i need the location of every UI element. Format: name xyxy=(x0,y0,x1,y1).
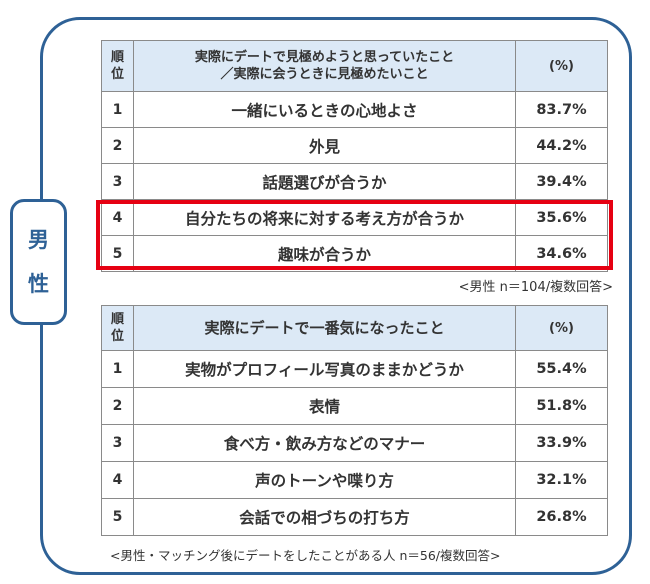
rank-cell: 5 xyxy=(101,235,134,272)
item-header: 実際にデートで見極めようと思っていたこと ／実際に会うときに見極めたいこと xyxy=(133,40,516,92)
gender-label-char-1: 男 xyxy=(28,228,49,252)
table-row: 5 会話での相づちの打ち方 26.8% xyxy=(101,498,608,536)
rank-header: 順 位 xyxy=(101,305,134,351)
table-row: 4 声のトーンや喋り方 32.1% xyxy=(101,461,608,499)
item-cell: 実物がプロフィール写真のままかどうか xyxy=(133,350,516,388)
table-row: 3 食べ方・飲み方などのマナー 33.9% xyxy=(101,424,608,462)
rank-cell: 4 xyxy=(101,461,134,499)
rank-header: 順 位 xyxy=(101,40,134,92)
percent-cell: 33.9% xyxy=(515,424,608,462)
percent-cell: 55.4% xyxy=(515,350,608,388)
percent-cell: 34.6% xyxy=(515,235,608,272)
percent-cell: 44.2% xyxy=(515,127,608,164)
item-cell: 一緒にいるときの心地よさ xyxy=(133,91,516,128)
item-cell: 外見 xyxy=(133,127,516,164)
rank-cell: 2 xyxy=(101,127,134,164)
item-cell: 表情 xyxy=(133,387,516,425)
percent-cell: 51.8% xyxy=(515,387,608,425)
table-row: 2 表情 51.8% xyxy=(101,387,608,425)
sample-note: <男性 n＝104/複数回答> xyxy=(458,280,613,295)
item-cell: 自分たちの将来に対する考え方が合うか xyxy=(133,199,516,236)
percent-cell: 26.8% xyxy=(515,498,608,536)
percent-header: (%) xyxy=(515,40,608,92)
gender-label-char-2: 性 xyxy=(28,272,49,296)
rank-cell: 5 xyxy=(101,498,134,536)
percent-cell: 32.1% xyxy=(515,461,608,499)
gender-label: 男 性 xyxy=(10,199,67,325)
item-cell: 話題選びが合うか xyxy=(133,163,516,200)
ranking-table-check-points: 順 位 実際にデートで見極めようと思っていたこと ／実際に会うときに見極めたいこ… xyxy=(101,40,608,272)
table-header-row: 順 位 実際にデートで一番気になったこと (%) xyxy=(101,305,608,351)
rank-cell: 3 xyxy=(101,163,134,200)
highlight-box xyxy=(96,200,613,270)
ranking-table-most-concerned: 順 位 実際にデートで一番気になったこと (%) 1 実物がプロフィール写真のま… xyxy=(101,305,608,536)
rank-cell: 1 xyxy=(101,91,134,128)
rank-cell: 1 xyxy=(101,350,134,388)
table-row: 5 趣味が合うか 34.6% xyxy=(101,235,608,272)
percent-cell: 83.7% xyxy=(515,91,608,128)
table-row: 3 話題選びが合うか 39.4% xyxy=(101,163,608,200)
percent-header: (%) xyxy=(515,305,608,351)
rank-cell: 4 xyxy=(101,199,134,236)
table-row: 2 外見 44.2% xyxy=(101,127,608,164)
table-row: 4 自分たちの将来に対する考え方が合うか 35.6% xyxy=(101,199,608,236)
rank-cell: 2 xyxy=(101,387,134,425)
percent-cell: 39.4% xyxy=(515,163,608,200)
item-cell: 趣味が合うか xyxy=(133,235,516,272)
table-row: 1 一緒にいるときの心地よさ 83.7% xyxy=(101,91,608,128)
sample-note: <男性・マッチング後にデートをしたことがある人 n＝56/複数回答> xyxy=(110,548,501,563)
item-cell: 会話での相づちの打ち方 xyxy=(133,498,516,536)
item-header: 実際にデートで一番気になったこと xyxy=(133,305,516,351)
item-cell: 食べ方・飲み方などのマナー xyxy=(133,424,516,462)
item-cell: 声のトーンや喋り方 xyxy=(133,461,516,499)
rank-cell: 3 xyxy=(101,424,134,462)
table-header-row: 順 位 実際にデートで見極めようと思っていたこと ／実際に会うときに見極めたいこ… xyxy=(101,40,608,92)
table-row: 1 実物がプロフィール写真のままかどうか 55.4% xyxy=(101,350,608,388)
